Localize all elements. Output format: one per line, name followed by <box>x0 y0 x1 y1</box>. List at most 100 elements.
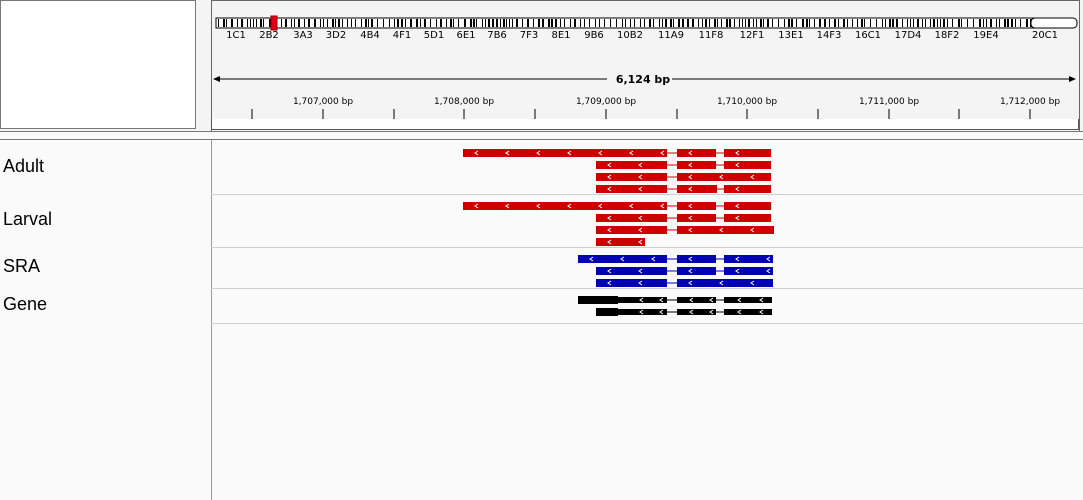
band-label: 7F3 <box>520 30 538 41</box>
chromosome-band <box>263 19 264 27</box>
chromosome-band <box>389 19 390 27</box>
chromosome-band <box>237 19 238 27</box>
chromosome-band <box>512 19 513 27</box>
chromosome-band <box>843 19 845 27</box>
track-label-larval[interactable]: Larval <box>3 209 53 229</box>
chromosome-band <box>784 19 785 27</box>
chromosome-band <box>368 19 369 27</box>
chromosome-band <box>847 19 848 27</box>
chromosome-band <box>405 19 406 27</box>
ruler-tick-label: 1,711,000 bp <box>859 97 919 107</box>
chromosome-band <box>687 19 689 27</box>
band-label: 11F8 <box>699 30 724 41</box>
chromosome-band <box>665 19 667 27</box>
band-label: 1C1 <box>226 30 246 41</box>
chromosome-band <box>522 19 523 27</box>
ruler-tick-label: 1,710,000 bp <box>717 97 777 107</box>
chromosome-band <box>416 19 418 27</box>
track-label-gene[interactable]: Gene <box>3 294 48 314</box>
chromosome-band <box>910 19 911 27</box>
chromosome-band <box>913 19 914 27</box>
chromosome-band <box>734 19 735 27</box>
track-data-panel[interactable] <box>211 140 1083 500</box>
chromosome-band <box>247 19 248 27</box>
track-label-adult[interactable]: Adult <box>3 156 45 176</box>
chromosome-tip <box>1030 17 1078 29</box>
chromosome-band <box>902 19 903 27</box>
chromosome-band <box>967 19 968 27</box>
band-label: 4F1 <box>393 30 411 41</box>
chromosome-band <box>705 19 707 27</box>
chromosome-band <box>488 19 490 27</box>
chromosome-band <box>892 19 894 27</box>
chromosome-band <box>947 19 948 27</box>
chromosome-band <box>1004 19 1006 27</box>
chromosome-band <box>1007 19 1009 27</box>
chromosome-band <box>548 19 550 27</box>
chromosome-band <box>347 19 348 27</box>
band-label: 18F2 <box>935 30 960 41</box>
chromosome-band <box>721 19 722 27</box>
band-label: 16C1 <box>855 30 881 41</box>
chromosome-band <box>304 19 305 27</box>
chromosome-band <box>1020 19 1021 27</box>
chromosome-band <box>838 19 839 27</box>
band-label: 9B6 <box>584 30 604 41</box>
chromosome-band <box>742 19 743 27</box>
track-divider <box>211 194 1083 195</box>
chromosome-band <box>506 19 507 27</box>
chromosome-band <box>332 19 334 27</box>
ruler-box <box>211 119 1079 130</box>
header-divider[interactable] <box>0 131 1083 140</box>
chromosome-band <box>788 19 790 27</box>
span-label: 6,124 bp <box>616 73 670 86</box>
chromosome-band <box>802 19 804 27</box>
chromosome-band <box>555 19 557 27</box>
chromosome-ideogram[interactable] <box>215 15 1078 31</box>
chromosome-band <box>709 19 710 27</box>
chromosome-band <box>930 19 931 27</box>
header-panel: 1C1 2B2 3A3 3D2 4B4 4F1 5D1 6E1 7B6 7F3 … <box>0 0 1083 131</box>
chromosome-band <box>509 19 510 27</box>
chromosome-band <box>500 19 501 27</box>
chromosome-band <box>473 19 475 27</box>
chromosome-band <box>852 19 853 27</box>
chromosome-band <box>584 19 585 27</box>
chromosome-band <box>729 19 731 27</box>
chromosome-band <box>876 19 877 27</box>
band-label: 19E4 <box>973 30 998 41</box>
chromosome-band <box>861 19 863 27</box>
chromosome-band <box>397 19 399 27</box>
chromosome-band <box>589 19 590 27</box>
chromosome-band <box>256 19 257 27</box>
chromosome-band <box>482 19 483 27</box>
chromosome-band <box>351 19 352 27</box>
chromosome-band <box>294 19 295 27</box>
chromosome-band <box>355 19 356 27</box>
band-labels: 1C1 2B2 3A3 3D2 4B4 4F1 5D1 6E1 7B6 7F3 … <box>226 30 1058 41</box>
track-divider <box>211 288 1083 289</box>
chromosome-band <box>692 19 694 27</box>
chromosome-band <box>342 19 343 27</box>
chromosome-band <box>748 19 750 27</box>
ideogram-svg[interactable]: 1C1 2B2 3A3 3D2 4B4 4F1 5D1 6E1 7B6 7F3 … <box>212 1 1079 131</box>
chromosome-band <box>907 19 908 27</box>
chromosome-band <box>308 19 310 27</box>
band-label: 3D2 <box>326 30 346 41</box>
chromosome-band <box>410 19 412 27</box>
ruler-tick-label: 1,707,000 bp <box>293 97 353 107</box>
chromosome-band <box>829 19 830 27</box>
band-label: 11A9 <box>658 30 684 41</box>
chromosome-band <box>678 19 680 27</box>
chromosome-band <box>937 19 938 27</box>
ideogram-panel[interactable]: 1C1 2B2 3A3 3D2 4B4 4F1 5D1 6E1 7B6 7F3 … <box>211 0 1080 131</box>
chromosome-band <box>476 19 477 27</box>
chromosome-band <box>999 19 1000 27</box>
chromosome-band <box>314 19 316 27</box>
chromosome-band <box>327 19 328 27</box>
chromosome-band <box>857 19 858 27</box>
track-label-sra[interactable]: SRA <box>3 256 41 276</box>
chromosome-band <box>436 19 437 27</box>
chromosome-band <box>503 19 505 27</box>
chromosome-band <box>595 19 596 27</box>
